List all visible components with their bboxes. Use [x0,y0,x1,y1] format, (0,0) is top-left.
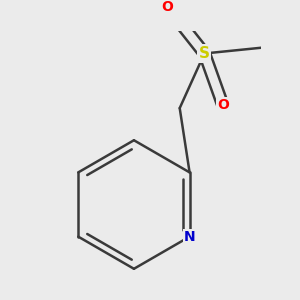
Text: N: N [184,230,195,244]
Text: S: S [199,46,210,61]
Text: O: O [217,98,229,112]
Text: O: O [161,0,173,14]
